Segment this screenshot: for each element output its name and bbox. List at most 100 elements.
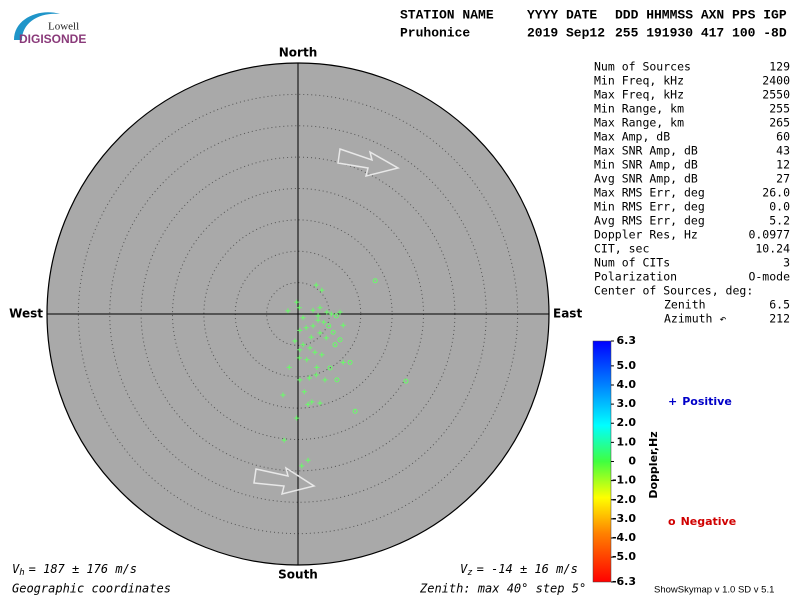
colorbar-tick-label: -5.0 xyxy=(612,550,636,563)
source-point xyxy=(304,357,310,363)
logo-top: Lowell xyxy=(48,21,79,33)
source-point xyxy=(286,364,292,370)
stat-value: 129 xyxy=(769,60,790,74)
stat-label: Polarization xyxy=(594,270,677,284)
stat-label: CIT, sec xyxy=(594,242,649,256)
stat-value: 255 xyxy=(769,102,790,116)
source-point xyxy=(306,375,312,381)
source-point xyxy=(285,308,291,314)
stat-label: Max Freq, kHz xyxy=(594,88,684,102)
source-point xyxy=(297,327,303,333)
source-point xyxy=(313,282,319,288)
source-point xyxy=(299,463,305,469)
stat-value: 27 xyxy=(776,172,790,186)
colorbar-tick-label: 6.3 xyxy=(617,334,637,347)
source-point xyxy=(297,377,303,383)
stat-label: Max Amp, dB xyxy=(594,130,670,144)
colorbar-tick-label: -3.0 xyxy=(612,512,636,525)
source-point xyxy=(292,338,298,344)
source-point xyxy=(280,392,286,398)
colorbar-tick-label: -2.0 xyxy=(612,493,636,506)
colorbar-tick-label: 0 xyxy=(628,455,636,468)
source-point xyxy=(328,311,334,317)
drift-arrow xyxy=(253,466,316,496)
stat-label: Min Freq, kHz xyxy=(594,74,684,88)
coords-label: Geographic coordinates xyxy=(12,582,171,596)
source-point xyxy=(317,400,323,406)
colorbar-tick-label: -4.0 xyxy=(612,531,636,544)
stat-label: Avg SNR Amp, dB xyxy=(594,172,698,186)
source-point xyxy=(315,313,321,319)
stat-value: O-mode xyxy=(748,270,790,284)
legend-entry: + Positive xyxy=(668,395,732,408)
stat-value: 3 xyxy=(783,256,790,270)
source-point xyxy=(296,355,302,361)
stat-value: 2550 xyxy=(762,88,790,102)
legend-entry: o Negative xyxy=(668,515,736,528)
colorbar-tick-label: -1.0 xyxy=(612,474,636,487)
stat-value: 0.0 xyxy=(769,200,790,214)
stat-label: Azimuth ↶ xyxy=(664,312,726,326)
stat-label: Max RMS Err, deg xyxy=(594,186,705,200)
colorbar-tick-label: -6.3 xyxy=(612,575,636,588)
source-point xyxy=(323,335,329,341)
zenith-label: Zenith: max 40° step 5° xyxy=(419,582,586,596)
source-point xyxy=(403,378,409,384)
source-point xyxy=(347,359,353,365)
source-point xyxy=(340,359,346,365)
compass-label: East xyxy=(553,307,582,321)
source-point xyxy=(337,337,343,343)
source-point xyxy=(313,372,319,378)
source-point xyxy=(332,342,338,348)
source-point xyxy=(319,352,325,358)
source-point xyxy=(324,309,330,315)
source-point xyxy=(327,365,333,371)
compass-label: South xyxy=(278,568,318,582)
source-point xyxy=(281,437,287,443)
source-point xyxy=(333,313,339,319)
source-point xyxy=(310,307,316,313)
header-column: DDD HHMMSS AXN PPS IGP xyxy=(615,7,787,22)
version-label: ShowSkymap v 1.0 SD v 5.1 xyxy=(654,585,774,596)
source-point xyxy=(303,325,309,331)
stat-value: 0.0977 xyxy=(748,228,790,242)
source-point xyxy=(317,330,323,336)
source-point xyxy=(312,349,318,355)
source-point xyxy=(315,317,321,323)
vz-label: Vz = -14 ± 16 m/s xyxy=(460,562,578,578)
source-point xyxy=(314,364,320,370)
stat-label: Max SNR Amp, dB xyxy=(594,144,698,158)
header-column: STATION NAME xyxy=(400,7,494,22)
compass-label: North xyxy=(279,46,317,60)
source-point xyxy=(317,305,323,311)
source-point xyxy=(300,342,306,348)
logo-bottom: DIGISONDE xyxy=(19,32,86,46)
source-point xyxy=(337,309,343,315)
source-point xyxy=(321,319,327,325)
stat-value: 26.0 xyxy=(762,186,790,200)
source-point xyxy=(305,457,311,463)
header-value: 255 191930 417 100 -8D xyxy=(615,25,787,40)
compass-label: West xyxy=(9,307,43,321)
source-point xyxy=(300,315,306,321)
source-point xyxy=(352,408,358,414)
header-value: Pruhonice xyxy=(400,25,470,40)
stat-value: 2400 xyxy=(762,74,790,88)
stat-label: Num of Sources xyxy=(594,60,691,74)
colorbar-tick-label: 2.0 xyxy=(617,416,637,429)
colorbar-tick-label: 4.0 xyxy=(617,378,637,391)
stat-value: 10.24 xyxy=(755,242,790,256)
logo-swoosh xyxy=(14,12,60,40)
colorbar-tick-label: 1.0 xyxy=(617,435,637,448)
colorbar-tick-label: 5.0 xyxy=(617,359,637,372)
source-point xyxy=(319,287,325,293)
vh-label: Vh = 187 ± 176 m/s xyxy=(12,562,137,578)
stat-label: Center of Sources, deg: xyxy=(594,284,753,298)
colorbar-label: Doppler,Hz xyxy=(647,431,660,498)
drift-arrow xyxy=(337,147,400,178)
stat-value: 60 xyxy=(776,130,790,144)
stat-label: Zenith xyxy=(664,298,706,312)
header-value: 2019 Sep12 xyxy=(527,25,605,40)
colorbar xyxy=(592,340,612,583)
